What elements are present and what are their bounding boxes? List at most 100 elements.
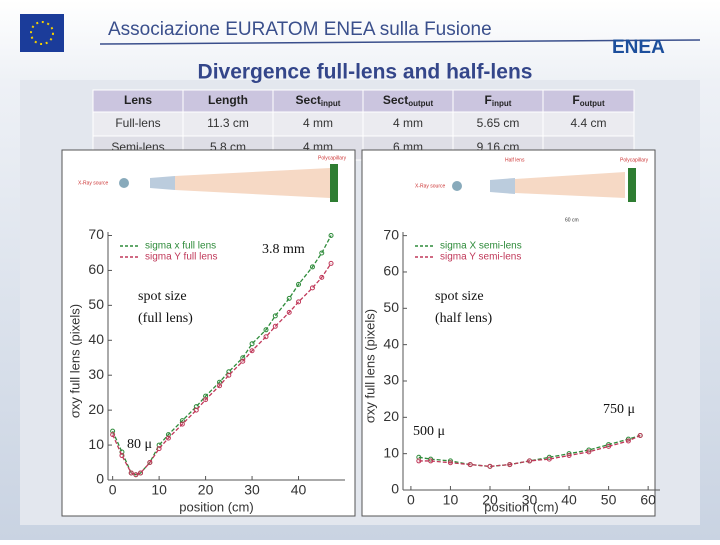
data-point (606, 442, 612, 448)
series-line (112, 235, 332, 476)
data-point (507, 462, 513, 468)
y-tick-label: 30 (383, 372, 399, 388)
slide-title: Divergence full-lens and half-lens (198, 61, 533, 84)
data-point (286, 309, 292, 315)
x-tick-label: 0 (407, 492, 415, 508)
header-sub: output (408, 99, 433, 108)
data-point (203, 397, 209, 403)
data-point (249, 348, 255, 354)
data-point (416, 458, 422, 464)
data-point (272, 323, 278, 329)
logo: ENEA (612, 37, 665, 58)
x-axis-label: position (cm) (179, 499, 253, 514)
data-point (586, 449, 592, 455)
annotation: 80 μ (127, 437, 152, 452)
data-point (165, 432, 171, 438)
table-cell (542, 111, 635, 137)
table: Lens Length Sectinput Sectoutput Finput Foutp… (92, 89, 635, 161)
x-tick-label: 10 (443, 492, 459, 508)
data-point (217, 379, 223, 385)
left-diagram: X-Ray source Polycapillary (78, 155, 347, 202)
y-tick-label: 0 (96, 471, 104, 487)
legend-label: sigma X semi-lens (440, 241, 522, 252)
data-point (203, 393, 209, 399)
data-point (179, 418, 185, 424)
y-tick-label: 0 (391, 481, 399, 497)
beam (515, 172, 625, 198)
data-point (133, 472, 139, 478)
x-tick-label: 30 (522, 492, 538, 508)
table-cell (362, 111, 454, 137)
data-point (606, 443, 612, 449)
data-point (286, 295, 292, 301)
source-icon (452, 181, 462, 191)
annotation: (half lens) (435, 311, 492, 326)
annotation: 500 μ (413, 424, 445, 439)
data-point (128, 470, 134, 476)
data-point (309, 285, 315, 291)
data-point (193, 404, 199, 410)
data-point (527, 458, 533, 464)
annotation: 750 μ (603, 402, 635, 417)
detector (330, 164, 338, 202)
data-point (546, 454, 552, 460)
header-text: F (572, 93, 579, 107)
diagram-label: Half lens (505, 157, 525, 163)
diagram-label: Polycapillary (318, 155, 347, 161)
table-cell-text: 5.65 cm (477, 116, 520, 130)
data-point (309, 264, 315, 270)
y-tick-label: 20 (383, 408, 399, 424)
data-point (147, 460, 153, 466)
right-panel (361, 149, 656, 517)
data-point (263, 327, 269, 333)
table-cell-text: 4 mm (303, 116, 333, 130)
data-point (428, 458, 434, 464)
table-header: Sectinput (296, 93, 341, 108)
header-text: Length (208, 93, 248, 107)
x-tick-label: 40 (291, 482, 307, 498)
y-tick-label: 60 (383, 263, 399, 279)
data-point (319, 274, 325, 280)
table-cell-text: 4 mm (393, 116, 423, 130)
data-point (165, 435, 171, 441)
data-point (272, 313, 278, 319)
data-point (193, 407, 199, 413)
table-header: Sectoutput (383, 93, 434, 108)
x-tick-label: 30 (244, 482, 260, 498)
left-panel (61, 149, 356, 517)
table-header: Length (208, 93, 248, 107)
header-line (99, 39, 701, 45)
x-tick-label: 20 (198, 482, 214, 498)
lens-icon (490, 178, 515, 194)
data-point (296, 281, 302, 287)
data-point (240, 355, 246, 361)
x-tick-label: 60 (640, 492, 656, 508)
detector (628, 168, 636, 202)
data-point (637, 432, 643, 438)
y-tick-label: 20 (88, 401, 104, 417)
y-tick-label: 30 (88, 366, 104, 382)
data-point (328, 260, 334, 266)
data-point (217, 383, 223, 389)
eu-stars (30, 21, 54, 45)
x-tick-label: 20 (482, 492, 498, 508)
data-point (328, 232, 334, 238)
table-cell (452, 111, 544, 137)
data-point (546, 456, 552, 462)
annotation: spot size (138, 289, 187, 304)
header-sub: input (321, 99, 341, 108)
x-tick-label: 0 (109, 482, 117, 498)
data-point (428, 456, 434, 462)
data-point (110, 428, 116, 434)
data-point (263, 334, 269, 340)
table-cell-text: 4.4 cm (570, 116, 606, 130)
y-tick-label: 70 (88, 226, 104, 242)
y-tick-label: 70 (383, 226, 399, 242)
legend-label: sigma Y semi-lens (440, 252, 521, 263)
y-axis-label: σxy full lens (pixels) (362, 309, 377, 423)
header-text: F (485, 93, 492, 107)
header-text: Lens (124, 93, 152, 107)
y-tick-label: 40 (88, 331, 104, 347)
data-point (487, 463, 493, 469)
